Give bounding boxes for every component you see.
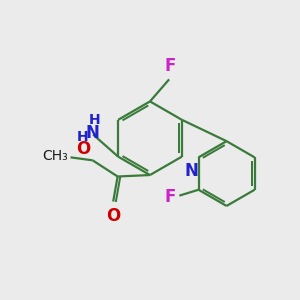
Text: H: H bbox=[88, 113, 100, 127]
Text: F: F bbox=[164, 188, 176, 206]
Text: O: O bbox=[76, 140, 90, 158]
Text: CH₃: CH₃ bbox=[42, 149, 68, 163]
Text: F: F bbox=[165, 57, 176, 75]
Text: N: N bbox=[184, 162, 198, 180]
Text: O: O bbox=[106, 207, 120, 225]
Text: H: H bbox=[77, 130, 88, 145]
Text: N: N bbox=[85, 124, 99, 142]
